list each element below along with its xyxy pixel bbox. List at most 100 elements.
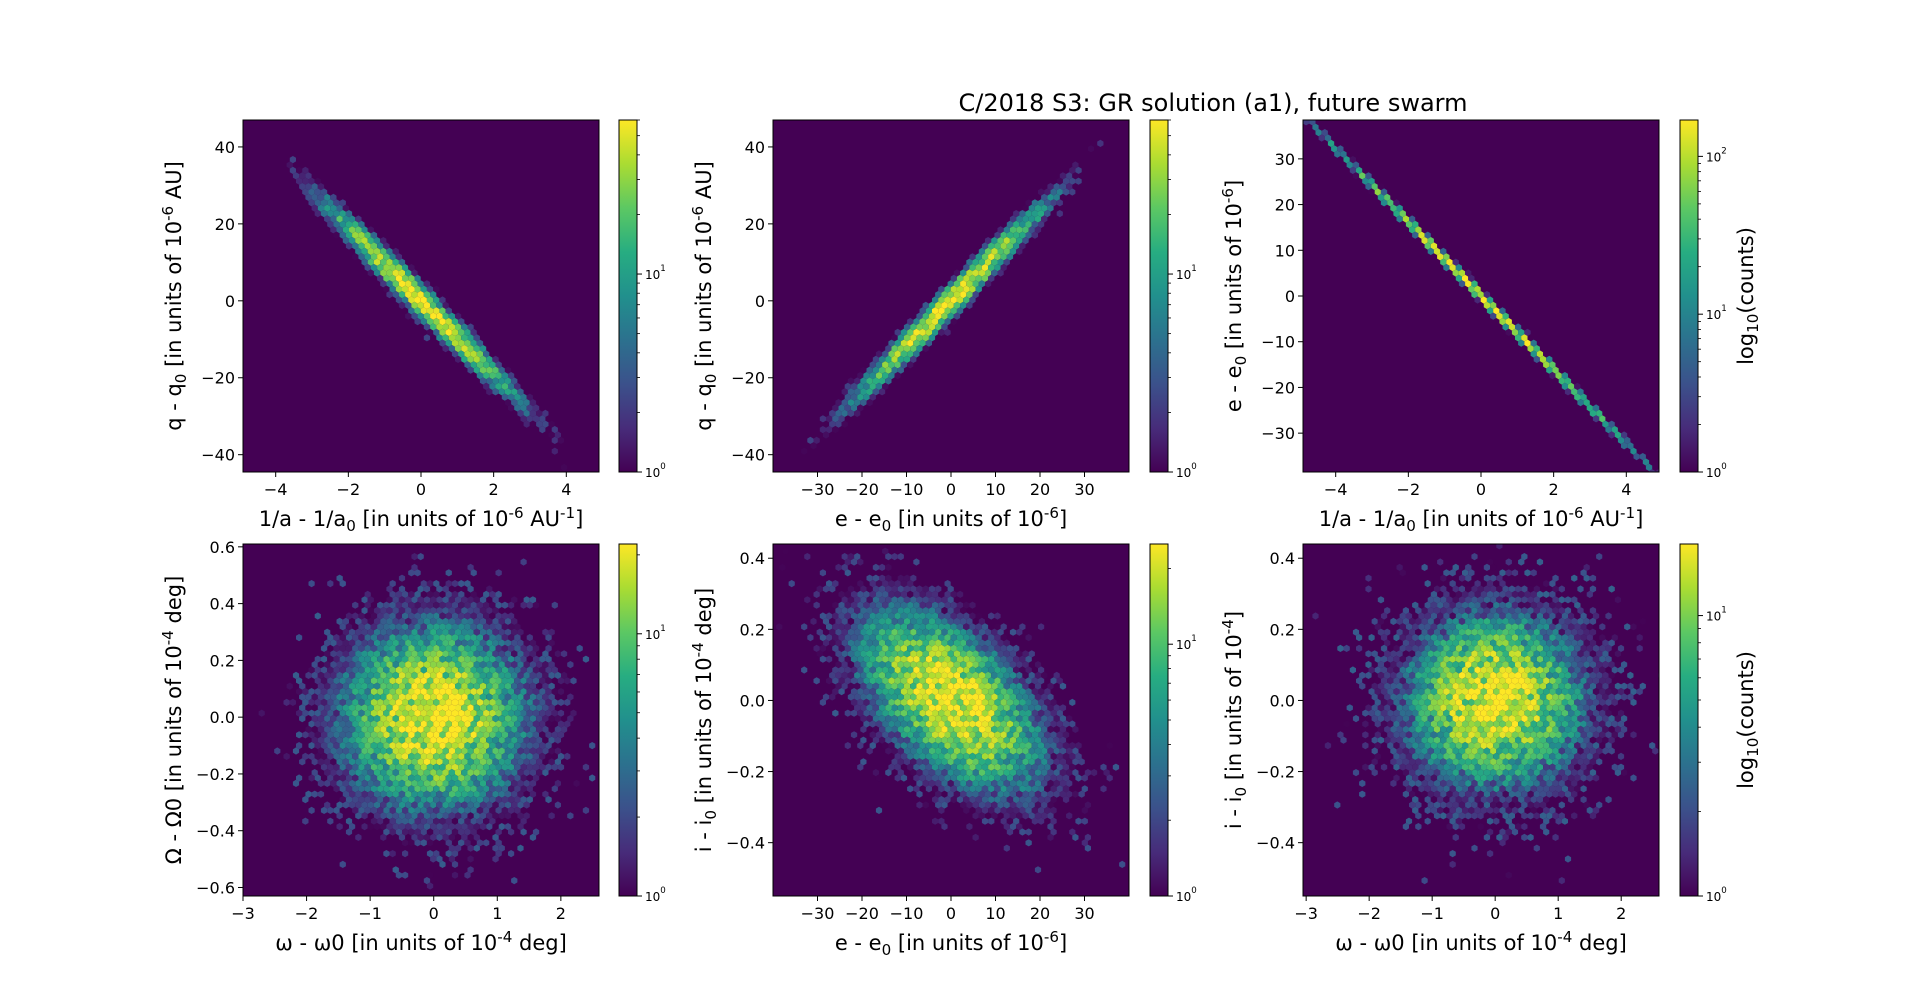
hex-cell — [1028, 682, 1035, 690]
hex-cell — [1016, 747, 1023, 755]
hex-cell — [367, 704, 374, 712]
hex-cell — [476, 655, 484, 663]
hex-cell — [411, 291, 418, 299]
hex-cell — [361, 607, 368, 615]
hex-cell — [1468, 285, 1475, 293]
hex-cell — [1019, 774, 1026, 782]
hex-cell — [545, 796, 552, 804]
hex-cell — [508, 612, 515, 620]
hex-cell — [1387, 677, 1394, 685]
hex-cell — [894, 698, 901, 706]
hex-cell — [467, 563, 474, 571]
hex-cell — [426, 871, 434, 879]
hex-cell — [476, 677, 484, 685]
hex-cell — [389, 612, 396, 620]
y-tick-label: 40 — [745, 138, 765, 157]
hex-cell — [1377, 617, 1385, 625]
hex-cell — [1377, 704, 1385, 712]
hex-cell — [1539, 671, 1547, 679]
hex-cell — [966, 704, 973, 712]
hex-cell — [1493, 644, 1500, 652]
hex-cell — [330, 204, 337, 212]
hex-cell — [508, 763, 515, 771]
colorbar-gradient — [1149, 119, 1169, 473]
hex-cell — [336, 693, 343, 701]
hex-cell — [944, 731, 951, 739]
hex-cell — [1527, 693, 1534, 701]
hex-cell — [296, 177, 303, 185]
hex-cell — [1455, 623, 1462, 631]
hex-cell — [398, 596, 406, 604]
hex-cell — [467, 747, 474, 755]
hex-cell — [1352, 628, 1360, 636]
hex-cell — [333, 644, 340, 652]
hex-cell — [932, 698, 939, 706]
hex-cell — [953, 312, 961, 320]
hex-cell — [504, 812, 512, 820]
hex-cell — [330, 215, 337, 223]
hex-cell — [1003, 715, 1010, 723]
hex-cell — [941, 758, 948, 766]
hex-cell — [430, 769, 437, 777]
hex-cell — [1380, 688, 1388, 696]
hex-cell — [417, 553, 424, 561]
hex-cell — [1589, 628, 1597, 636]
hex-cell — [386, 801, 393, 809]
hex-cell — [847, 377, 855, 385]
hex-cell — [1421, 237, 1428, 245]
hex-cell — [448, 639, 455, 647]
hex-cell — [1490, 628, 1497, 636]
hex-cell — [1038, 817, 1045, 825]
hex-cell — [894, 731, 901, 739]
hex-cell — [451, 871, 459, 879]
hex-cell — [1402, 650, 1409, 658]
hex-cell — [988, 677, 995, 685]
hex-cell — [1521, 682, 1528, 690]
hex-cell — [1352, 172, 1360, 180]
hex-cell — [944, 307, 951, 315]
hex-cell — [907, 763, 914, 771]
hex-cell — [916, 715, 923, 723]
hex-cell — [801, 623, 808, 631]
hex-cell — [826, 677, 833, 685]
hex-cell — [442, 736, 449, 744]
hex-cell — [1000, 796, 1007, 804]
hex-cell — [380, 237, 387, 245]
hex-cell — [1608, 693, 1615, 701]
hex-cell — [938, 307, 945, 315]
hex-cell — [467, 866, 474, 874]
hex-cell — [486, 801, 493, 809]
hex-cell — [1561, 372, 1568, 380]
hex-cell — [370, 774, 378, 782]
hex-cell — [511, 399, 518, 407]
hex-cell — [336, 617, 343, 625]
hex-cell — [1483, 291, 1491, 299]
hex-cell — [956, 785, 964, 793]
hex-cell — [380, 693, 387, 701]
hex-cell — [495, 839, 502, 847]
hex-cell — [327, 698, 334, 706]
hex-cell — [398, 639, 406, 647]
hex-cell — [1025, 231, 1032, 239]
hex-cell — [907, 655, 914, 663]
hex-cell — [1433, 607, 1441, 615]
hex-cell — [445, 850, 452, 858]
hex-cell — [439, 860, 446, 868]
hex-cell — [436, 596, 443, 604]
hex-cell — [1574, 677, 1581, 685]
hex-cell — [370, 231, 378, 239]
hex-cell — [1006, 655, 1014, 663]
hex-cell — [1059, 779, 1067, 787]
hex-cell — [451, 850, 459, 858]
hex-cell — [1056, 188, 1063, 196]
hex-cell — [932, 612, 939, 620]
hex-cell — [1518, 339, 1525, 347]
hex-cell — [1028, 226, 1035, 234]
hex-cell — [433, 328, 440, 336]
hex-cell — [903, 693, 911, 701]
hex-cell — [511, 704, 518, 712]
hex-cell — [542, 650, 549, 658]
hex-cell — [514, 393, 521, 401]
hex-cell — [866, 628, 873, 636]
hex-cell — [408, 774, 415, 782]
